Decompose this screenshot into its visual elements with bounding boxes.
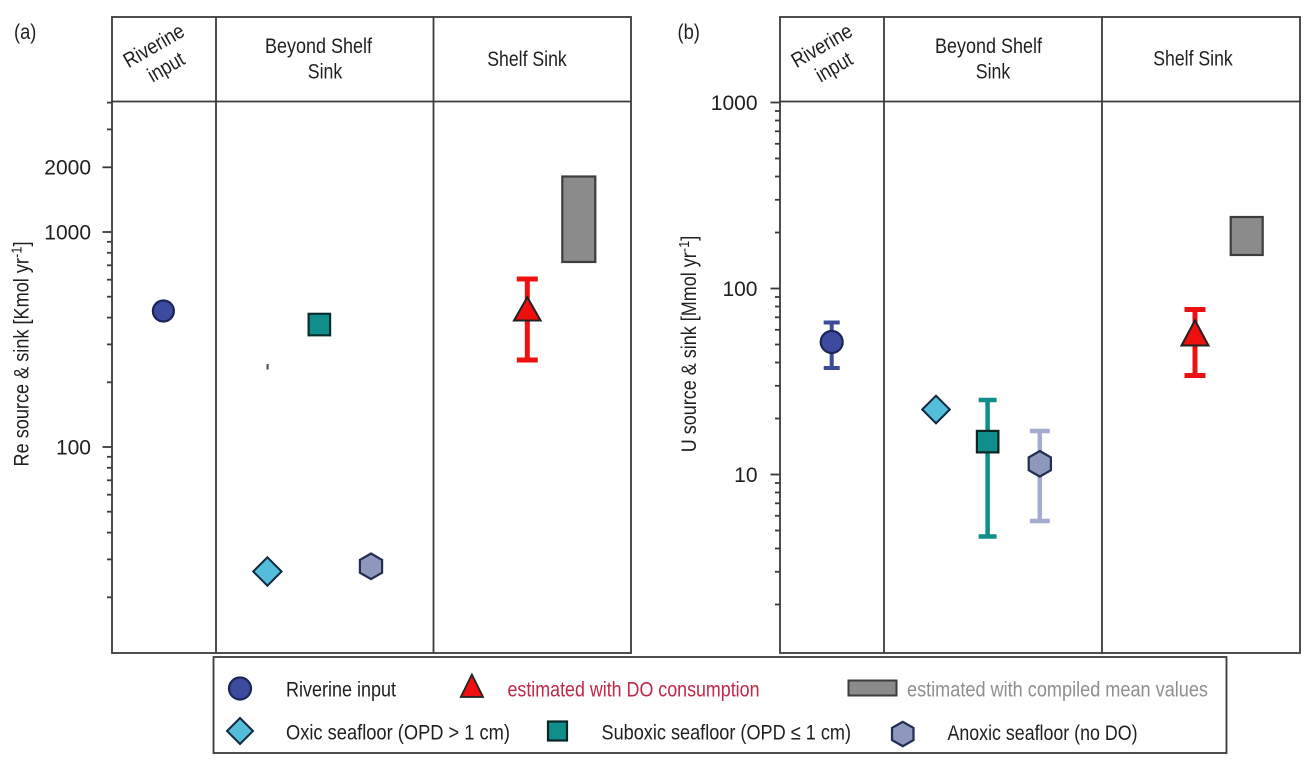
svg-text:Riverine input: Riverine input (286, 679, 396, 702)
svg-text:2000: 2000 (44, 157, 91, 180)
svg-text:Sink: Sink (308, 61, 343, 84)
svg-text:Beyond Shelf: Beyond Shelf (935, 35, 1042, 58)
svg-text:Re source & sink [Kmol yr-1]: Re source & sink [Kmol yr-1] (9, 241, 34, 466)
svg-text:Suboxic seafloor (OPD ≤ 1 cm): Suboxic seafloor (OPD ≤ 1 cm) (602, 722, 852, 745)
svg-text:10: 10 (734, 464, 757, 487)
svg-text:Sink: Sink (976, 61, 1011, 84)
svg-text:estimated with compiled mean v: estimated with compiled mean values (907, 679, 1208, 702)
svg-text:estimated with DO consumption: estimated with DO consumption (508, 679, 760, 702)
svg-text:Oxic seafloor (OPD > 1 cm): Oxic seafloor (OPD > 1 cm) (286, 722, 510, 745)
svg-text:1000: 1000 (44, 221, 91, 244)
svg-text:100: 100 (722, 278, 757, 301)
svg-text:(b): (b) (678, 21, 700, 44)
svg-text:100: 100 (56, 436, 91, 459)
svg-text:(a): (a) (14, 21, 36, 44)
svg-text:U source & sink [Mmol yr-1]: U source & sink [Mmol yr-1] (676, 236, 701, 453)
svg-text:Beyond Shelf: Beyond Shelf (265, 35, 372, 58)
svg-text:Shelf Sink: Shelf Sink (1153, 48, 1233, 71)
svg-text:1000: 1000 (711, 92, 758, 115)
svg-text:Anoxic seafloor (no DO): Anoxic seafloor (no DO) (948, 722, 1138, 745)
svg-text:Shelf Sink: Shelf Sink (487, 48, 567, 71)
